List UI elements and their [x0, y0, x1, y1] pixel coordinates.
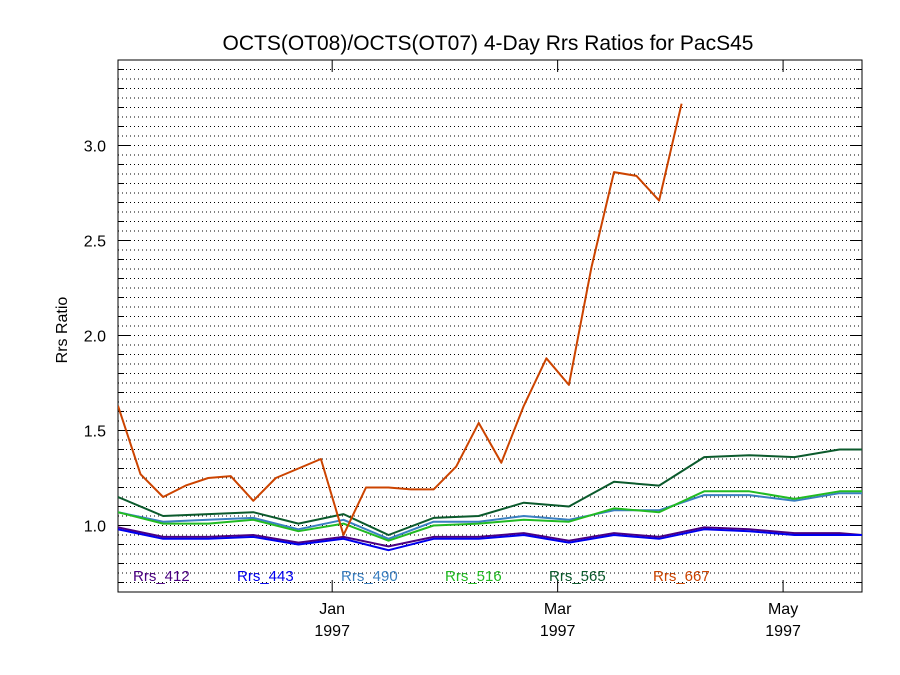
series-line-rrs-667	[118, 103, 683, 536]
y-tick-label: 2.5	[84, 234, 106, 251]
x-tick-sublabel: 1997	[314, 623, 350, 640]
y-tick-label: 1.0	[84, 519, 106, 536]
series-line-rrs-490	[118, 492, 862, 540]
x-tick-label: Jan	[319, 601, 345, 618]
axes: 1.0 1.5 2.0 2.5 3.0 Jan 1997 Mar 1997 May 1997	[84, 60, 862, 640]
grid-lines	[118, 69, 862, 583]
series-lines	[118, 103, 862, 552]
plot-frame	[117, 59, 863, 593]
chart-title: OCTS(OT08)/OCTS(OT07) 4-Day Rrs Ratios f…	[223, 32, 754, 55]
series-line-rrs-412	[118, 526, 862, 548]
y-tick-label: 1.5	[84, 424, 106, 441]
x-tick-sublabel: 1997	[540, 623, 576, 640]
y-tick-label: 3.0	[84, 139, 106, 156]
series-line-rrs-516	[118, 490, 862, 542]
x-tick-label: May	[768, 601, 798, 618]
legend-entry: Rrs_667	[653, 568, 710, 585]
legend-entry: Rrs_516	[445, 568, 502, 585]
x-tick-sublabel: 1997	[765, 623, 801, 640]
legend-entry: Rrs_565	[549, 568, 606, 585]
legend-entry: Rrs_490	[341, 568, 398, 585]
x-tick-label: Mar	[544, 601, 572, 618]
series-line-rrs-443	[118, 528, 862, 552]
legend-entry: Rrs_412	[133, 568, 190, 585]
y-tick-label: 2.0	[84, 329, 106, 346]
legend-entry: Rrs_443	[237, 568, 294, 585]
series-line-rrs-565	[118, 448, 862, 536]
legend: Rrs_412 Rrs_443 Rrs_490 Rrs_516 Rrs_565 Rrs_6…	[133, 568, 710, 585]
y-axis-label: Rrs Ratio	[54, 297, 71, 364]
